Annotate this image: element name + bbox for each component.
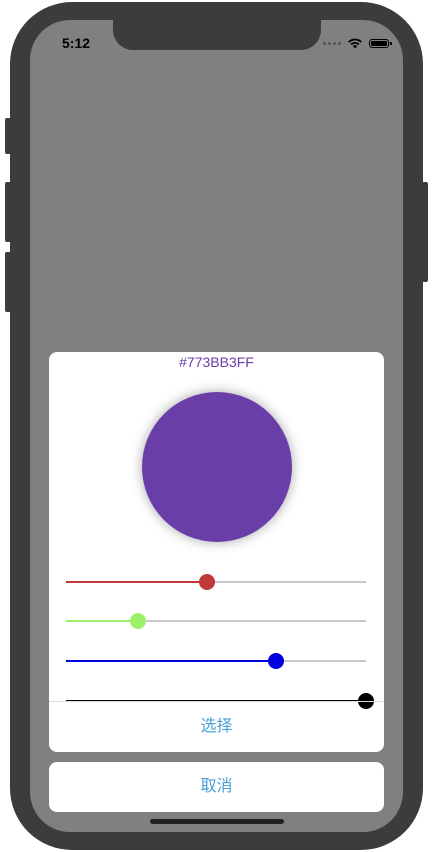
green-slider[interactable] (66, 611, 366, 631)
slider-thumb[interactable] (130, 613, 146, 629)
color-picker-panel: #773BB3FF 选择 (49, 352, 384, 752)
blue-slider[interactable] (66, 651, 366, 671)
slider-track (66, 620, 366, 622)
power-button (422, 182, 428, 282)
screen: 5:12 #773BB3FF (30, 20, 403, 832)
hex-color-label: #773BB3FF (179, 354, 254, 370)
battery-icon (369, 38, 392, 48)
slider-thumb[interactable] (199, 574, 215, 590)
slider-fill (66, 581, 207, 583)
volume-down-button (5, 252, 11, 312)
notch (113, 20, 321, 50)
status-time: 5:12 (62, 35, 91, 51)
slider-fill (66, 660, 276, 662)
divider (49, 701, 384, 702)
cancel-button[interactable]: 取消 (49, 762, 384, 812)
slider-track (66, 581, 366, 583)
slider-thumb[interactable] (268, 653, 284, 669)
home-indicator (150, 819, 284, 824)
mute-switch (5, 118, 11, 154)
signal-dots-icon (323, 41, 341, 45)
volume-up-button (5, 182, 11, 242)
wifi-icon (348, 38, 362, 49)
color-swatch (142, 392, 292, 542)
status-icons (323, 37, 392, 49)
select-button[interactable]: 选择 (200, 718, 233, 735)
slider-fill (66, 620, 138, 622)
red-slider[interactable] (66, 572, 366, 592)
